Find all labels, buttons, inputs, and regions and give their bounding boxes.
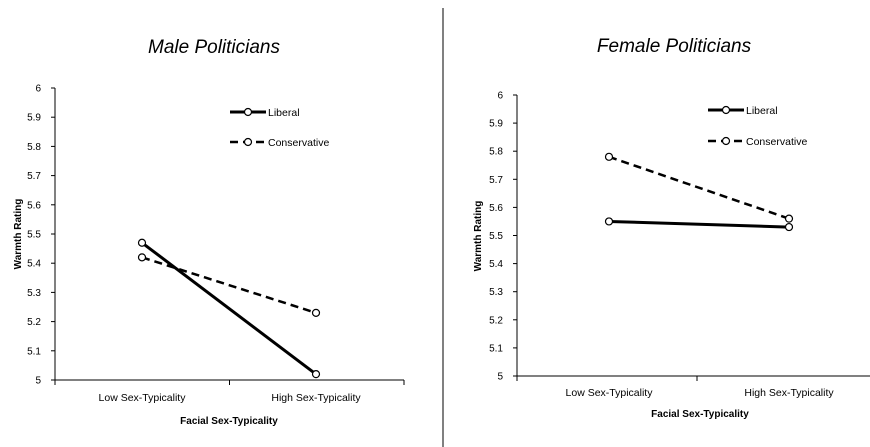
y-tick-label: 6 (497, 91, 503, 102)
plot-area (604, 152, 794, 232)
data-point-liberal (604, 217, 614, 226)
y-tick-label: 5.4 (489, 259, 503, 270)
y-tick-label: 5.5 (489, 231, 503, 242)
data-point-liberal (784, 222, 794, 232)
y-axis-title: Warmth Rating (13, 199, 24, 270)
y-tick-label: 5.3 (489, 287, 503, 298)
data-point-liberal (137, 238, 147, 247)
data-point-conservative (137, 253, 147, 262)
x-tick-label-low: Low Sex-Typicality (99, 392, 187, 404)
legend-marker-liberal (721, 105, 731, 115)
legend-marker-conservative (243, 137, 253, 147)
chart-title: Male Politicians (148, 37, 280, 58)
legend: Liberal Conservative (230, 107, 329, 149)
y-tick-label: 5.1 (27, 346, 41, 357)
data-point-conservative (311, 308, 321, 317)
data-point-conservative (604, 152, 614, 161)
y-tick-label: 5 (35, 376, 41, 387)
y-tick-label: 5 (497, 372, 503, 383)
x-tick-label-high: High Sex-Typicality (271, 392, 361, 404)
y-tick-label: 5.4 (27, 259, 41, 270)
y-tick-label: 5.1 (489, 343, 503, 354)
series-line-conservative (141, 256, 317, 315)
legend-label-conservative: Conservative (746, 136, 807, 148)
y-axis: 5 5.1 5.2 5.3 5.4 5.5 5.6 5.7 5.8 5.9 6 (489, 91, 870, 383)
y-tick-label: 5.9 (489, 119, 503, 130)
chart-title: Female Politicians (597, 36, 752, 57)
y-tick-label: 5.6 (489, 203, 503, 214)
series-line-liberal (141, 241, 317, 376)
y-tick-label: 5.2 (489, 315, 503, 326)
x-tick-label-low: Low Sex-Typicality (566, 387, 654, 399)
y-tick-label: 5.7 (489, 175, 503, 186)
y-tick-label: 5.5 (27, 230, 41, 241)
series-line-conservative (608, 155, 790, 220)
y-tick-label: 5.8 (489, 147, 503, 158)
y-axis-title: Warmth Rating (473, 201, 484, 272)
y-tick-label: 5.3 (27, 288, 41, 299)
y-axis: 5 5.1 5.2 5.3 5.4 5.5 5.6 5.7 5.8 5.9 6 (27, 84, 405, 387)
y-tick-label: 5.9 (27, 113, 41, 124)
data-point-liberal (311, 370, 321, 379)
data-point-conservative (784, 214, 794, 223)
legend-label-conservative: Conservative (268, 137, 329, 149)
y-tick-label: 5.8 (27, 142, 41, 153)
legend-label-liberal: Liberal (268, 107, 300, 119)
plot-area (137, 238, 321, 379)
y-tick-label: 5.6 (27, 200, 41, 211)
y-tick-label: 6 (35, 84, 41, 95)
legend-marker-liberal (243, 107, 253, 117)
y-tick-label: 5.2 (27, 317, 41, 328)
legend: Liberal Conservative (708, 105, 807, 148)
x-tick-label-high: High Sex-Typicality (744, 387, 834, 399)
legend-label-liberal: Liberal (746, 105, 778, 117)
series-line-liberal (608, 219, 790, 229)
x-axis-title: Facial Sex-Typicality (180, 416, 278, 427)
x-axis-title: Facial Sex-Typicality (651, 409, 749, 420)
legend-marker-conservative (721, 136, 731, 146)
y-tick-label: 5.7 (27, 171, 41, 182)
chart-female-politicians: Female Politicians Facial Sex-Typicality… (473, 36, 870, 420)
chart-male-politicians: Male Politicians Facial Sex-Typicality W… (13, 37, 405, 427)
